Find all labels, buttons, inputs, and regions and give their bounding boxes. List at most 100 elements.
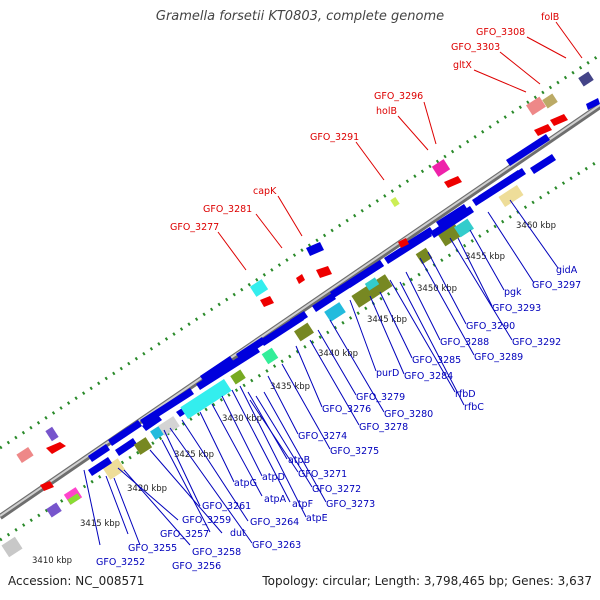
forward-gene-label[interactable]: GFO_3281 (203, 204, 252, 215)
reverse-gene-label[interactable]: GFO_3280 (384, 409, 433, 420)
reverse-gene-label[interactable]: atpG (234, 478, 257, 489)
reverse-gene-label[interactable]: GFO_3285 (412, 355, 461, 366)
gene-arrow[interactable] (260, 296, 274, 307)
forward-gene-label[interactable]: GFO_3296 (374, 91, 423, 102)
gene-block[interactable] (158, 416, 180, 436)
reverse-gene-label[interactable]: atpB (288, 455, 310, 466)
reverse-gene-label[interactable]: atpD (262, 472, 285, 483)
gene-block[interactable] (294, 322, 314, 342)
reverse-gene-label[interactable]: rfbC (464, 402, 484, 413)
reverse-gene-label[interactable]: GFO_3272 (312, 484, 361, 495)
gene-block[interactable] (230, 369, 246, 385)
forward-gene-label[interactable]: gltX (453, 60, 472, 71)
gene-arrow[interactable] (444, 176, 462, 188)
forward-gene-label[interactable]: capK (253, 186, 277, 197)
gene-block[interactable] (249, 279, 269, 297)
forward-gene-label[interactable]: GFO_3277 (170, 222, 219, 233)
gene-block[interactable] (16, 446, 34, 464)
reverse-gene-label[interactable]: atpF (292, 499, 313, 510)
reverse-gene-label[interactable]: GFO_3257 (160, 529, 209, 540)
gene-arrow[interactable] (108, 420, 142, 446)
gene-arrow[interactable] (142, 415, 162, 431)
gene-arrow[interactable] (506, 134, 550, 166)
gene-block[interactable] (67, 493, 81, 505)
reverse-gene-label[interactable]: GFO_3263 (252, 540, 301, 551)
reverse-gene-label[interactable]: GFO_3255 (128, 543, 177, 554)
gene-arrow[interactable] (436, 204, 468, 228)
reverse-gene-label[interactable]: GFO_3271 (298, 469, 347, 480)
reverse-gene-label[interactable]: GFO_3252 (96, 557, 145, 568)
gene-arrow[interactable] (550, 114, 568, 126)
reverse-gene-label[interactable]: GFO_3276 (322, 404, 371, 415)
gene-arrow[interactable] (430, 206, 474, 238)
gene-arrow[interactable] (140, 388, 194, 426)
reverse-gene-label[interactable]: GFO_3274 (298, 431, 347, 442)
gene-arrow[interactable] (384, 230, 432, 264)
reverse-gene-label[interactable]: GFO_3261 (202, 501, 251, 512)
gene-arrow[interactable] (534, 124, 552, 136)
reverse-gene-label[interactable]: atpA (264, 494, 287, 505)
reverse-gene-label[interactable]: GFO_3290 (466, 321, 515, 332)
reverse-gene-label[interactable]: GFO_3292 (512, 337, 561, 348)
reverse-gene-label[interactable]: GFO_3256 (172, 561, 221, 572)
reverse-gene-label[interactable]: GFO_3278 (359, 422, 408, 433)
reverse-gene-label[interactable]: pgk (504, 287, 522, 298)
reverse-gene-label[interactable]: GFO_3259 (182, 515, 231, 526)
gene-arrow[interactable] (260, 314, 304, 346)
gene-block[interactable] (498, 184, 524, 208)
gene-block[interactable] (1, 536, 23, 558)
forward-gene-label[interactable]: GFO_3303 (451, 42, 500, 53)
gene-block[interactable] (261, 347, 279, 365)
gene-arrow[interactable] (115, 438, 137, 456)
forward-gene-label[interactable]: GFO_3291 (310, 132, 359, 143)
reverse-gene-label[interactable]: GFO_3284 (404, 371, 453, 382)
gene-arrow[interactable] (196, 346, 260, 390)
gene-block[interactable] (102, 458, 126, 480)
reverse-gene-label[interactable]: rfbD (455, 389, 476, 400)
gene-arrow[interactable] (200, 356, 234, 382)
gene-block[interactable] (150, 426, 164, 440)
reverse-gene-label[interactable]: dut (230, 528, 246, 539)
reverse-gene-label[interactable]: atpE (306, 513, 328, 524)
gene-arrow[interactable] (40, 481, 54, 491)
gene-block[interactable] (133, 437, 153, 455)
gene-arrow[interactable] (472, 168, 526, 206)
reverse-gene-label[interactable]: GFO_3293 (492, 303, 541, 314)
gene-arrow[interactable] (46, 442, 66, 454)
gene-block[interactable] (180, 378, 232, 420)
gene-arrow[interactable] (88, 457, 112, 476)
gene-block[interactable] (364, 277, 380, 291)
gene-block[interactable] (324, 302, 346, 322)
reverse-gene-label[interactable]: GFO_3264 (250, 517, 299, 528)
gene-block[interactable] (578, 71, 594, 87)
gene-block[interactable] (390, 197, 400, 207)
reverse-gene-label[interactable]: GFO_3258 (192, 547, 241, 558)
forward-gene-label[interactable]: holB (376, 106, 397, 117)
gene-block[interactable] (454, 218, 474, 238)
gene-block[interactable] (415, 247, 433, 265)
gene-block[interactable] (526, 96, 546, 116)
gene-arrow[interactable] (88, 444, 110, 462)
reverse-gene-label[interactable]: GFO_3273 (326, 499, 375, 510)
gene-arrow[interactable] (312, 293, 336, 312)
gene-block[interactable] (351, 274, 393, 308)
forward-gene-label[interactable]: folB (541, 12, 559, 23)
gene-arrow[interactable] (316, 266, 332, 278)
reverse-gene-label[interactable]: GFO_3275 (330, 446, 379, 457)
gene-arrow[interactable] (398, 238, 409, 248)
reverse-gene-label[interactable]: GFO_3288 (440, 337, 489, 348)
gene-block[interactable] (431, 159, 451, 177)
gene-block[interactable] (542, 93, 558, 109)
gene-arrow[interactable] (530, 154, 556, 174)
forward-gene-label[interactable]: GFO_3308 (476, 27, 525, 38)
reverse-gene-label[interactable]: purD (376, 368, 399, 379)
reverse-gene-label[interactable]: gidA (556, 265, 578, 276)
gene-arrow[interactable] (306, 242, 324, 256)
reverse-gene-label[interactable]: GFO_3297 (532, 280, 581, 291)
gene-block[interactable] (46, 502, 62, 518)
reverse-gene-label[interactable]: GFO_3279 (356, 392, 405, 403)
gene-arrow[interactable] (586, 98, 600, 110)
gene-block[interactable] (45, 426, 59, 442)
reverse-gene-label[interactable]: GFO_3289 (474, 352, 523, 363)
gene-arrow[interactable] (330, 260, 384, 298)
